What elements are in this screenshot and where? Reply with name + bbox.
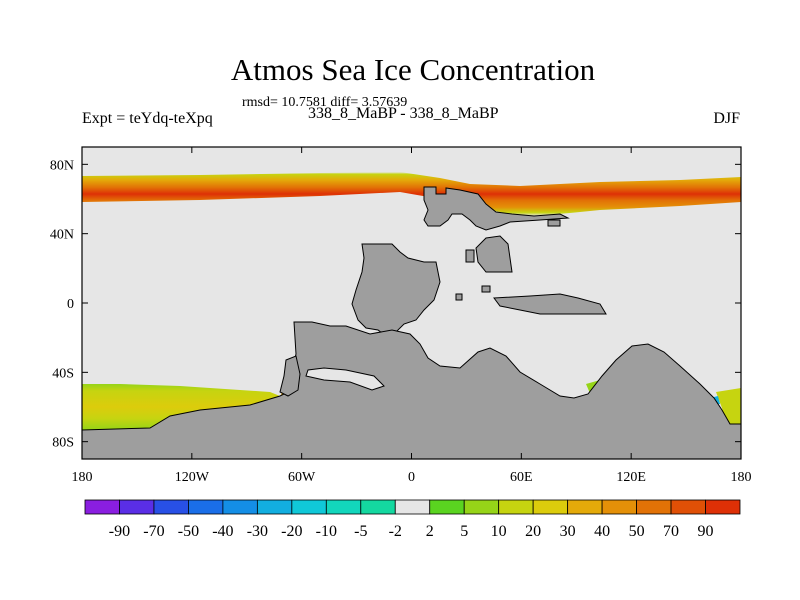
y-tick-label: 80S [52, 436, 74, 451]
colorbar-swatch [636, 499, 672, 515]
colorbar-label: -40 [212, 523, 233, 540]
land-island-3 [547, 219, 561, 227]
colorbar-swatch [498, 499, 534, 515]
ocean-gap [305, 367, 385, 391]
colorbar-swatch [325, 499, 362, 515]
x-tick-label: 180 [72, 470, 93, 485]
colorbar-swatch [188, 499, 224, 515]
y-tick-label: 40S [52, 366, 74, 381]
colorbar-label: 10 [491, 523, 507, 540]
land-island-2 [465, 249, 475, 263]
colorbar-label: -90 [109, 523, 130, 540]
colorbar-swatch [567, 499, 603, 515]
axis-ticks: 180 120W 60W 0 60E 120E 180 80N 40N 0 40S 80S [50, 147, 752, 485]
colorbar-swatch [222, 499, 258, 515]
colorbar-label: 90 [698, 523, 714, 540]
land-india [493, 293, 607, 315]
colorbar-label: -20 [281, 523, 302, 540]
land-island-5 [455, 293, 463, 301]
y-tick-label: 0 [67, 297, 74, 312]
colorbar-swatch [670, 499, 706, 515]
colorbar-swatch [429, 499, 465, 515]
comparison-label: 338_8_MaBP - 338_8_MaBP [308, 105, 499, 122]
x-tick-label: 60E [510, 470, 533, 485]
y-tick-label: 40N [50, 228, 74, 243]
season-label: DJF [713, 110, 740, 127]
colorbar-swatch [119, 499, 155, 515]
colorbar-label: -30 [247, 523, 268, 540]
x-tick-label: 60W [288, 470, 316, 485]
land-mask [82, 186, 741, 459]
land-antarctica [82, 321, 741, 459]
colorbar-label: -70 [143, 523, 164, 540]
x-tick-label: 0 [408, 470, 415, 485]
colorbar-label: 40 [594, 523, 610, 540]
x-tick-label: 180 [731, 470, 752, 485]
colorbar-label: 30 [560, 523, 576, 540]
colorbar-label: 2 [426, 523, 434, 540]
colorbar-label: 70 [663, 523, 679, 540]
colorbar-swatch [394, 499, 431, 515]
colorbar-label: -5 [354, 523, 367, 540]
colorbar-swatch [463, 499, 500, 515]
x-tick-label: 120E [616, 470, 646, 485]
colorbar-swatch [84, 499, 120, 515]
colorbar-swatch [532, 499, 569, 515]
land-peninsula [279, 355, 301, 397]
land-asia [423, 186, 570, 231]
chart-title: Atmos Sea Ice Concentration [230, 52, 596, 87]
colorbar-label: 20 [525, 523, 541, 540]
chart-subtitle: rmsd= 10.7581 diff= 3.57639 [242, 95, 408, 110]
colorbar-label: -10 [316, 523, 337, 540]
colorbar-swatch [291, 499, 327, 515]
colorbar-label: -2 [389, 523, 402, 540]
x-tick-label: 120W [175, 470, 210, 485]
sh-ice-band [82, 384, 280, 430]
land-africa [351, 243, 441, 337]
colorbar-swatch [360, 499, 396, 515]
colorbar-swatch [153, 499, 189, 515]
land-island-1 [475, 235, 513, 273]
experiment-label: Expt = teYdq-teXpq [82, 110, 213, 127]
sh-ice-patch-far-east [716, 388, 741, 426]
colorbar-label: -50 [178, 523, 199, 540]
colorbar-label: 50 [629, 523, 645, 540]
colorbar: -90 -70 -50 -40 -30 -20 -10 -5 -2 2 5 10 20 30 40 50 70 9… [84, 499, 741, 540]
nh-ice-band [82, 172, 741, 216]
land-island-4 [481, 285, 491, 293]
colorbar-swatch [601, 499, 637, 515]
y-tick-label: 80N [50, 158, 74, 173]
colorbar-swatch [705, 499, 741, 515]
colorbar-swatch [256, 499, 293, 515]
colorbar-label: 5 [460, 523, 468, 540]
